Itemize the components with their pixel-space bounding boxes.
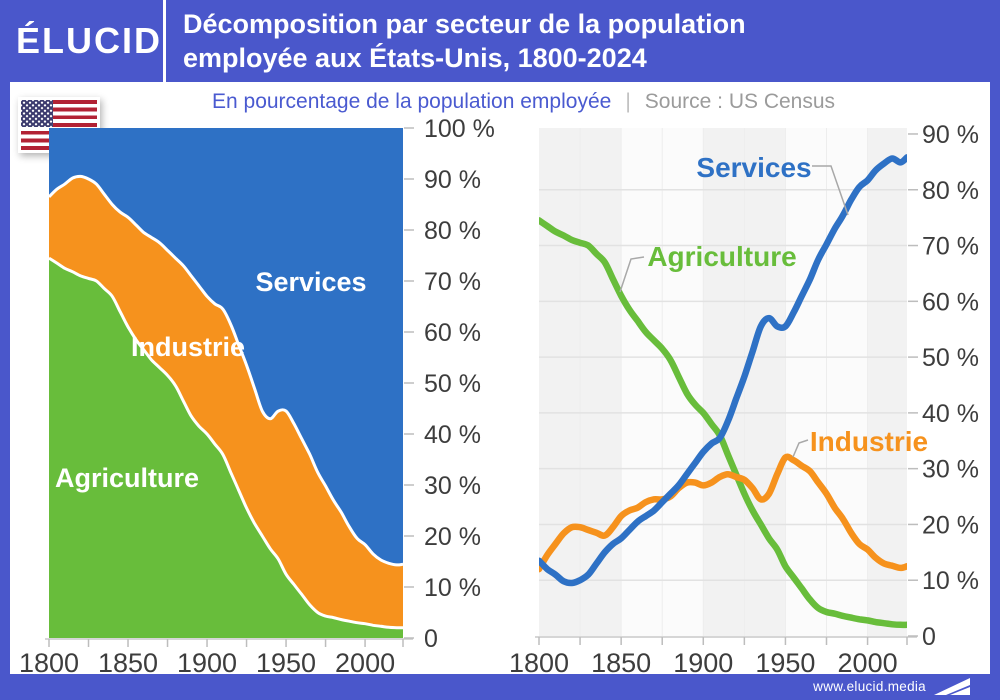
chart-subtitle: En pourcentage de la population employée	[212, 90, 612, 113]
right-series-lines	[539, 154, 907, 629]
right-x-tick-label: 1850	[591, 648, 651, 678]
right-y-tick-label: 30 %	[922, 456, 979, 484]
left-x-tick-label: 1900	[177, 648, 237, 678]
left-x-tick-label: 1800	[19, 648, 79, 678]
industrie-area-label: Industrie	[131, 332, 245, 362]
right-x-tick-label: 2000	[838, 648, 898, 678]
page-title: Décomposition par secteur de la populati…	[183, 7, 746, 75]
services-leader-line	[812, 165, 849, 216]
industrie-line-label: Industrie	[810, 426, 928, 457]
agriculture-top-border	[49, 256, 403, 630]
left-y-tick-label: 100 %	[424, 115, 495, 143]
services-area-label: Services	[255, 267, 366, 297]
flag-canton	[21, 100, 53, 127]
agriculture-area-label: Agriculture	[55, 463, 199, 493]
agriculture-leader-line	[619, 256, 645, 293]
footer-url[interactable]: www.elucid.media	[813, 679, 926, 694]
industrie-leader-line	[792, 439, 809, 458]
right-x-tick-label: 1950	[755, 648, 815, 678]
left-y-tick-label: 50 %	[424, 370, 481, 398]
background-band	[867, 128, 907, 636]
left-y-tick-label: 90 %	[424, 166, 481, 194]
left-y-tick-label: 0	[424, 625, 438, 653]
title-line-2: employée aux États-Unis, 1800-2024	[183, 43, 647, 73]
left-x-tick-label: 1850	[98, 648, 158, 678]
left-x-tick-label: 1950	[256, 648, 316, 678]
right-y-tick-label: 10 %	[922, 567, 979, 595]
right-x-tick-label: 1800	[509, 648, 569, 678]
right-y-tick-label: 70 %	[922, 233, 979, 261]
footer-bar: www.elucid.media	[0, 674, 1000, 700]
right-line-chart: 1800 1850 1900 1950 2000 0 10 % 20 % 30 % 40 % 50 …	[509, 121, 979, 678]
right-y-tick-label: 0	[922, 623, 936, 651]
title-line-1: Décomposition par secteur de la populati…	[183, 9, 746, 39]
subtitle-separator: |	[625, 90, 631, 113]
elucid-logo: ÉLUCID	[16, 20, 162, 61]
header-bar: ÉLUCID Décomposition par secteur de la p…	[0, 0, 1000, 82]
left-y-tick-label: 20 %	[424, 523, 481, 551]
left-area-fills	[49, 128, 403, 638]
elucid-arrow-icon	[934, 678, 970, 695]
agriculture-line	[539, 217, 907, 629]
right-y-tick-label: 80 %	[922, 177, 979, 205]
agriculture-area	[49, 258, 403, 638]
right-y-tick-label: 90 %	[922, 121, 979, 149]
right-x-tick-label: 1900	[673, 648, 733, 678]
left-x-tick-label: 2000	[335, 648, 395, 678]
left-y-tick-label: 40 %	[424, 421, 481, 449]
left-y-tick-label: 70 %	[424, 268, 481, 296]
right-y-tick-label: 50 %	[922, 344, 979, 372]
services-line	[539, 154, 907, 587]
left-y-tick-label: 30 %	[424, 472, 481, 500]
agriculture-line-label: Agriculture	[647, 241, 796, 272]
left-y-tick-label: 60 %	[424, 319, 481, 347]
subtitle-row: En pourcentage de la population employée…	[212, 90, 835, 114]
right-y-tick-label: 40 %	[922, 400, 979, 428]
right-y-tick-label: 20 %	[922, 511, 979, 539]
industrie-line	[539, 453, 907, 573]
left-stacked-area-chart: 1800 1850 1900 1950 2000 0 10 % 20 % 30 % 40 % 50 …	[19, 115, 495, 678]
services-line-label: Services	[696, 152, 811, 183]
right-y-tick-label: 60 %	[922, 288, 979, 316]
header-divider	[163, 0, 166, 82]
industrie-top-border	[49, 174, 403, 567]
source-label: Source : US Census	[644, 90, 836, 113]
left-y-tick-label: 80 %	[424, 217, 481, 245]
left-y-tick-label: 10 %	[424, 574, 481, 602]
